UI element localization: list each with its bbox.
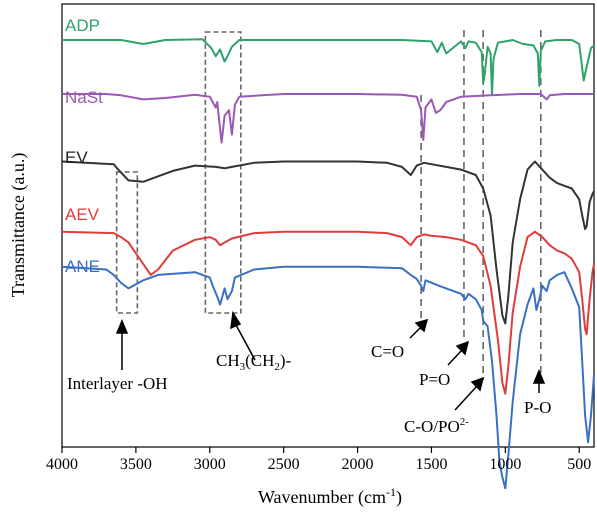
x-axis-ticks: 4000 3500 3000 2500 2000 1500 1000 500 [46,447,591,473]
y-axis-title: Transmittance (a.u.) [8,153,29,298]
annotation-guide-lines [420,30,542,380]
x-tick-label: 2000 [342,456,374,473]
x-tick-label: 2500 [268,456,300,473]
x-axis-title: Wavenumber (cm-1) [258,485,402,508]
series-label-adp: ADP [65,16,100,35]
plot-frame [61,3,595,448]
label-po: P=O [419,370,450,389]
series-label-aev: AEV [65,205,100,224]
series-label-ev: EV [65,148,88,167]
x-tick-label: 4000 [46,456,78,473]
label-co: C=O [371,342,404,361]
x-tick-label: 500 [567,456,591,473]
x-tick-label: 1500 [415,456,447,473]
x-tick-label: 3500 [120,456,152,473]
annotation-boxes [115,31,242,314]
spectrum-line-ev [61,160,595,325]
spectra-layer [61,38,595,490]
annotation-box [204,31,242,314]
x-tick-label: 1000 [489,456,521,473]
x-tick-label: 3000 [194,456,226,473]
series-label-nast: NaSt [65,88,103,107]
spectrum-line-aev [61,230,595,395]
label-ch3ch2: CH3(CH2)- [216,351,292,373]
annotation-arrows [115,310,546,411]
spectrum-line-adp [62,38,595,95]
annotation-box [115,171,139,314]
label-c-o-po: C-O/PO2- [404,416,469,436]
spectrum-line-nast [62,93,594,144]
series-label-ane: ANE [65,257,100,276]
spectrum-line-ane [61,265,595,490]
label-interlayer-oh: Interlayer -OH [67,374,168,393]
label-p-o: P-O [524,398,551,417]
